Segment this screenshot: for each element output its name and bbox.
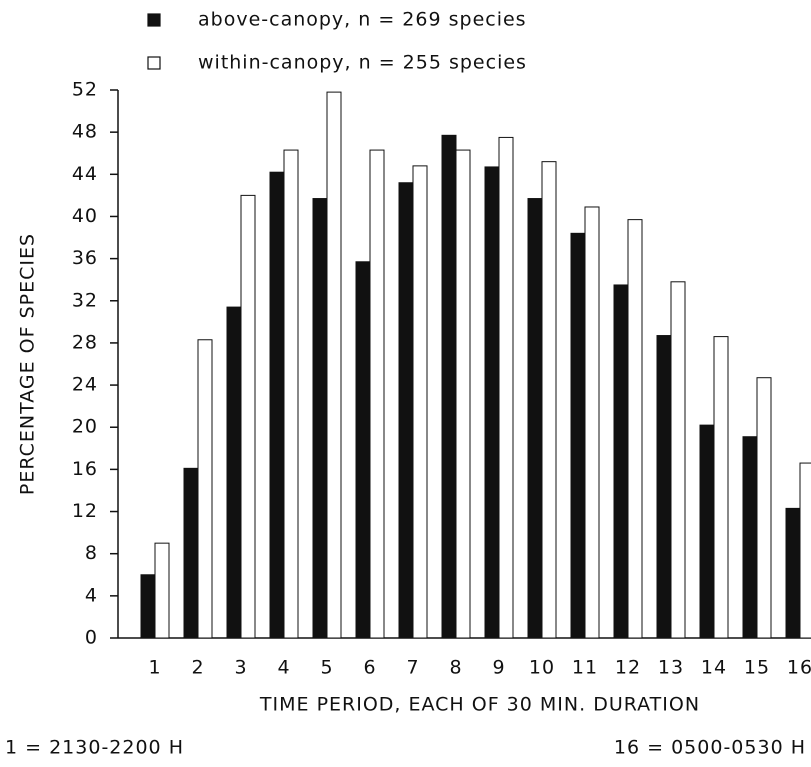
bar	[670, 281, 686, 639]
bar	[498, 136, 514, 639]
x-tick-label: 1	[148, 657, 161, 679]
bar	[269, 171, 285, 639]
bar	[398, 182, 414, 639]
x-tick-label: 12	[615, 657, 641, 679]
y-axis-label: PERCENTAGE OF SPECIES	[17, 233, 39, 495]
y-tick-label: 20	[72, 416, 98, 438]
note: 1 = 2130-2200 H	[5, 737, 184, 759]
bar	[756, 377, 772, 639]
x-tick-label: 14	[701, 657, 727, 679]
x-tick-label: 9	[492, 657, 505, 679]
bar	[355, 261, 371, 639]
x-tick-label: 5	[320, 657, 333, 679]
bar	[312, 198, 328, 639]
x-tick-label: 15	[744, 657, 770, 679]
x-tick-label: 16	[787, 657, 811, 679]
legend-swatch	[147, 56, 161, 70]
bar	[613, 284, 629, 639]
bar	[326, 91, 342, 639]
y-tick-label: 48	[72, 121, 98, 143]
bar	[785, 507, 801, 639]
y-tick-label: 12	[72, 500, 98, 522]
bar	[713, 336, 729, 639]
bar	[369, 149, 385, 639]
legend-label: within-canopy, n = 255 species	[198, 52, 527, 74]
y-tick-label: 16	[72, 458, 98, 480]
bar	[154, 542, 170, 639]
bar	[799, 462, 811, 639]
bar	[412, 165, 428, 639]
x-tick-label: 2	[191, 657, 204, 679]
bar	[240, 194, 256, 639]
y-tick-label: 8	[85, 542, 98, 564]
y-tick-label: 40	[72, 205, 98, 227]
x-tick-label: 7	[406, 657, 419, 679]
bar	[441, 134, 457, 639]
bar	[584, 206, 600, 639]
y-tick-label: 4	[85, 584, 98, 606]
bar	[197, 339, 213, 639]
y-tick-label: 0	[85, 627, 98, 649]
bar	[283, 149, 299, 639]
bar	[140, 574, 156, 639]
legend-label: above-canopy, n = 269 species	[198, 9, 527, 31]
bar	[226, 306, 242, 639]
bar	[541, 161, 557, 639]
note: 16 = 0500-0530 H	[614, 737, 806, 759]
x-tick-label: 11	[572, 657, 598, 679]
x-axis-label: TIME PERIOD, EACH OF 30 MIN. DURATION	[259, 694, 700, 716]
bar	[627, 219, 643, 639]
bar	[527, 198, 543, 639]
x-tick-label: 3	[234, 657, 247, 679]
x-tick-label: 6	[363, 657, 376, 679]
bar	[742, 436, 758, 639]
bar	[699, 424, 715, 639]
y-tick-label: 52	[72, 79, 98, 101]
bar	[183, 467, 199, 639]
bar	[656, 335, 672, 639]
legend-swatch	[147, 13, 161, 27]
x-tick-label: 13	[658, 657, 684, 679]
bar	[484, 166, 500, 639]
y-tick-label: 36	[72, 247, 98, 269]
y-tick-label: 28	[72, 331, 98, 353]
bar	[455, 149, 471, 639]
bar	[570, 232, 586, 639]
x-tick-label: 4	[277, 657, 290, 679]
y-tick-label: 44	[72, 163, 98, 185]
y-tick-label: 24	[72, 374, 98, 396]
y-tick-label: 32	[72, 289, 98, 311]
x-tick-label: 10	[529, 657, 555, 679]
x-tick-label: 8	[449, 657, 462, 679]
